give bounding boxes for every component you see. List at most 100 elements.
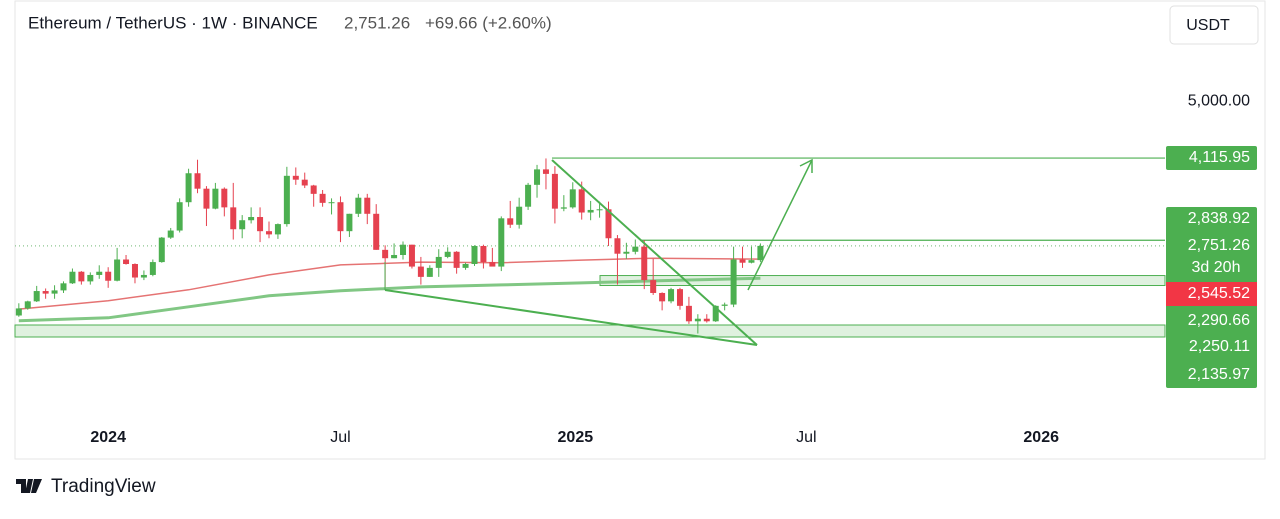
- candle-body: [239, 220, 246, 230]
- candle-body: [757, 245, 764, 261]
- price-label: 4,115.95: [1189, 149, 1250, 166]
- candle-body: [131, 264, 138, 278]
- chart-frame: [14, 0, 1266, 460]
- candle-body: [712, 305, 719, 322]
- candle-body: [489, 262, 496, 267]
- countdown: 3d 20h: [1192, 259, 1241, 276]
- brand: TradingView: [51, 476, 156, 497]
- candle-body: [78, 271, 85, 282]
- candle-body: [346, 213, 353, 232]
- plot: [15, 157, 1165, 334]
- candle-body: [33, 291, 40, 302]
- candle-body: [650, 280, 657, 293]
- candle-body: [319, 193, 326, 203]
- candle-body: [167, 230, 174, 238]
- candle-body: [400, 244, 407, 255]
- candle-body: [659, 292, 666, 302]
- candle-body: [578, 189, 585, 213]
- price-label: 2,751.26: [1188, 237, 1250, 254]
- resistance-zone: [599, 275, 1166, 287]
- candle-body: [230, 207, 237, 230]
- candle-body: [328, 202, 335, 204]
- candle-body: [292, 175, 299, 180]
- candle-body: [42, 291, 49, 294]
- candle-body: [337, 202, 344, 232]
- candle-body: [51, 290, 58, 294]
- candle-body: [105, 271, 112, 281]
- candle-body: [60, 283, 67, 291]
- candle-body: [534, 169, 541, 185]
- candle-body: [641, 246, 648, 281]
- candle-body: [668, 289, 675, 302]
- support-zone: [14, 324, 1166, 338]
- candle-body: [703, 318, 710, 322]
- price-label: 2,290.66: [1188, 312, 1250, 329]
- candle-body: [632, 246, 639, 252]
- candle-body: [194, 173, 201, 189]
- candle-body: [694, 318, 701, 322]
- label-box: [1166, 282, 1257, 306]
- y-tick-label: 5,000.00: [1188, 92, 1250, 109]
- price-label: 2,838.92: [1188, 210, 1250, 227]
- candle-body: [408, 244, 415, 267]
- x-tick-label: 2025: [558, 429, 594, 446]
- candle-body: [569, 189, 576, 208]
- candle-body: [283, 175, 290, 225]
- price-label: 2,135.97: [1188, 366, 1250, 383]
- candle-body: [542, 169, 549, 174]
- x-tick-label: Jul: [330, 429, 350, 446]
- candle-body: [203, 188, 210, 209]
- x-tick-label: 2024: [90, 429, 126, 446]
- candle-body: [623, 251, 630, 254]
- candle-body: [516, 206, 523, 225]
- candle-body: [96, 271, 103, 275]
- candle-body: [140, 274, 147, 278]
- candle-body: [69, 271, 76, 284]
- candle-body: [551, 173, 558, 209]
- candle-body: [158, 237, 165, 263]
- candle-body: [176, 202, 183, 231]
- candle-body: [596, 209, 603, 211]
- candle-body: [748, 260, 755, 263]
- drawings: [384, 158, 813, 346]
- candle-body: [462, 264, 469, 268]
- candle-body: [721, 304, 728, 306]
- candle-body: [453, 251, 460, 268]
- x-tick-label: 2026: [1023, 429, 1059, 446]
- candle-body: [525, 184, 532, 207]
- candle-body: [221, 188, 228, 208]
- candle-body: [257, 217, 264, 232]
- candle-body: [739, 259, 746, 263]
- price-axis: 5,000.00 4,115.95 2,838.92 2,751.26 2,545.52…: [1166, 92, 1257, 388]
- candle-body: [730, 259, 737, 305]
- candle-body: [426, 267, 433, 277]
- candle-body: [15, 308, 22, 316]
- candle-body: [435, 256, 442, 268]
- candle-body: [417, 266, 424, 277]
- price-label: 2,250.11: [1189, 338, 1250, 355]
- candle-body: [248, 217, 255, 221]
- candle-body: [274, 224, 281, 235]
- x-tick-label: Jul: [796, 429, 816, 446]
- candle-body: [560, 207, 567, 209]
- candle-body: [149, 262, 156, 275]
- currency-label[interactable]: USDT: [1186, 17, 1230, 34]
- candle-body: [185, 173, 192, 203]
- symbol: Ethereum / TetherUS · 1W · BINANCE: [28, 13, 318, 32]
- candle-body: [382, 249, 389, 259]
- wedge-line: [384, 289, 758, 346]
- candle-body: [123, 259, 130, 265]
- candle-body: [587, 209, 594, 213]
- last-price: 2,751.26: [344, 13, 410, 32]
- candle-body: [212, 188, 219, 209]
- label-box: [1166, 146, 1257, 170]
- currency-button[interactable]: [1169, 5, 1259, 45]
- candle-body: [507, 218, 514, 225]
- candle-body: [364, 197, 371, 214]
- candle-body: [614, 238, 621, 254]
- candle-body: [498, 218, 505, 267]
- logo: TradingView: [16, 476, 156, 497]
- candle-body: [676, 289, 683, 306]
